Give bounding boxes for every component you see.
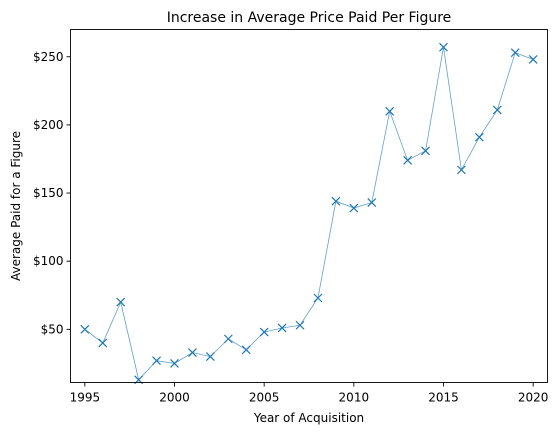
data-point-marker [439, 42, 448, 52]
y-axis-label: Average Paid for a Figure [9, 131, 23, 281]
data-point-marker [510, 48, 520, 58]
data-point-marker [116, 297, 126, 307]
data-point-marker [313, 293, 323, 303]
data-point-marker [170, 358, 179, 368]
x-tick-label: 2020 [518, 391, 549, 405]
data-point-marker [277, 323, 287, 333]
data-point-marker [367, 198, 377, 208]
data-point-marker [80, 324, 90, 334]
data-point-marker [152, 356, 161, 366]
data-point-marker [349, 203, 359, 213]
data-point-marker [528, 55, 538, 64]
plot-frame [70, 29, 548, 383]
data-point-marker [331, 196, 341, 206]
data-point-marker [421, 146, 430, 156]
y-tick-label: $100 [33, 254, 64, 268]
data-markers [80, 42, 538, 385]
y-tick-label: $250 [33, 50, 64, 64]
data-point-marker [205, 352, 215, 362]
data-point-marker [474, 132, 484, 142]
data-point-marker [223, 334, 233, 344]
data-point-marker [295, 320, 305, 330]
data-point-marker [385, 106, 395, 116]
y-tick-label: $150 [33, 186, 64, 200]
x-tick-label: 2005 [249, 391, 280, 405]
x-axis-label: Year of Acquisition [253, 411, 364, 425]
data-point-marker [259, 327, 269, 337]
x-axis: 1995 2000 2005 2010 2015 2020 [70, 382, 549, 405]
data-point-marker [241, 345, 251, 355]
data-point-marker [98, 338, 108, 348]
data-point-marker [457, 165, 466, 175]
plot-area [70, 29, 548, 385]
x-tick-label: 2000 [159, 391, 190, 405]
series-line [84, 47, 534, 381]
x-tick-label: 2010 [339, 391, 370, 405]
data-point-marker [188, 348, 197, 357]
y-tick-label: $50 [41, 322, 64, 336]
chart-title: Increase in Average Price Paid Per Figur… [167, 10, 452, 26]
data-point-marker [492, 105, 502, 115]
data-point-marker [403, 155, 413, 165]
x-tick-label: 2015 [428, 391, 459, 405]
y-axis: $50 $100 $150 $200 $250 [33, 50, 71, 336]
x-tick-label: 1995 [70, 391, 101, 405]
y-tick-label: $200 [33, 118, 64, 132]
